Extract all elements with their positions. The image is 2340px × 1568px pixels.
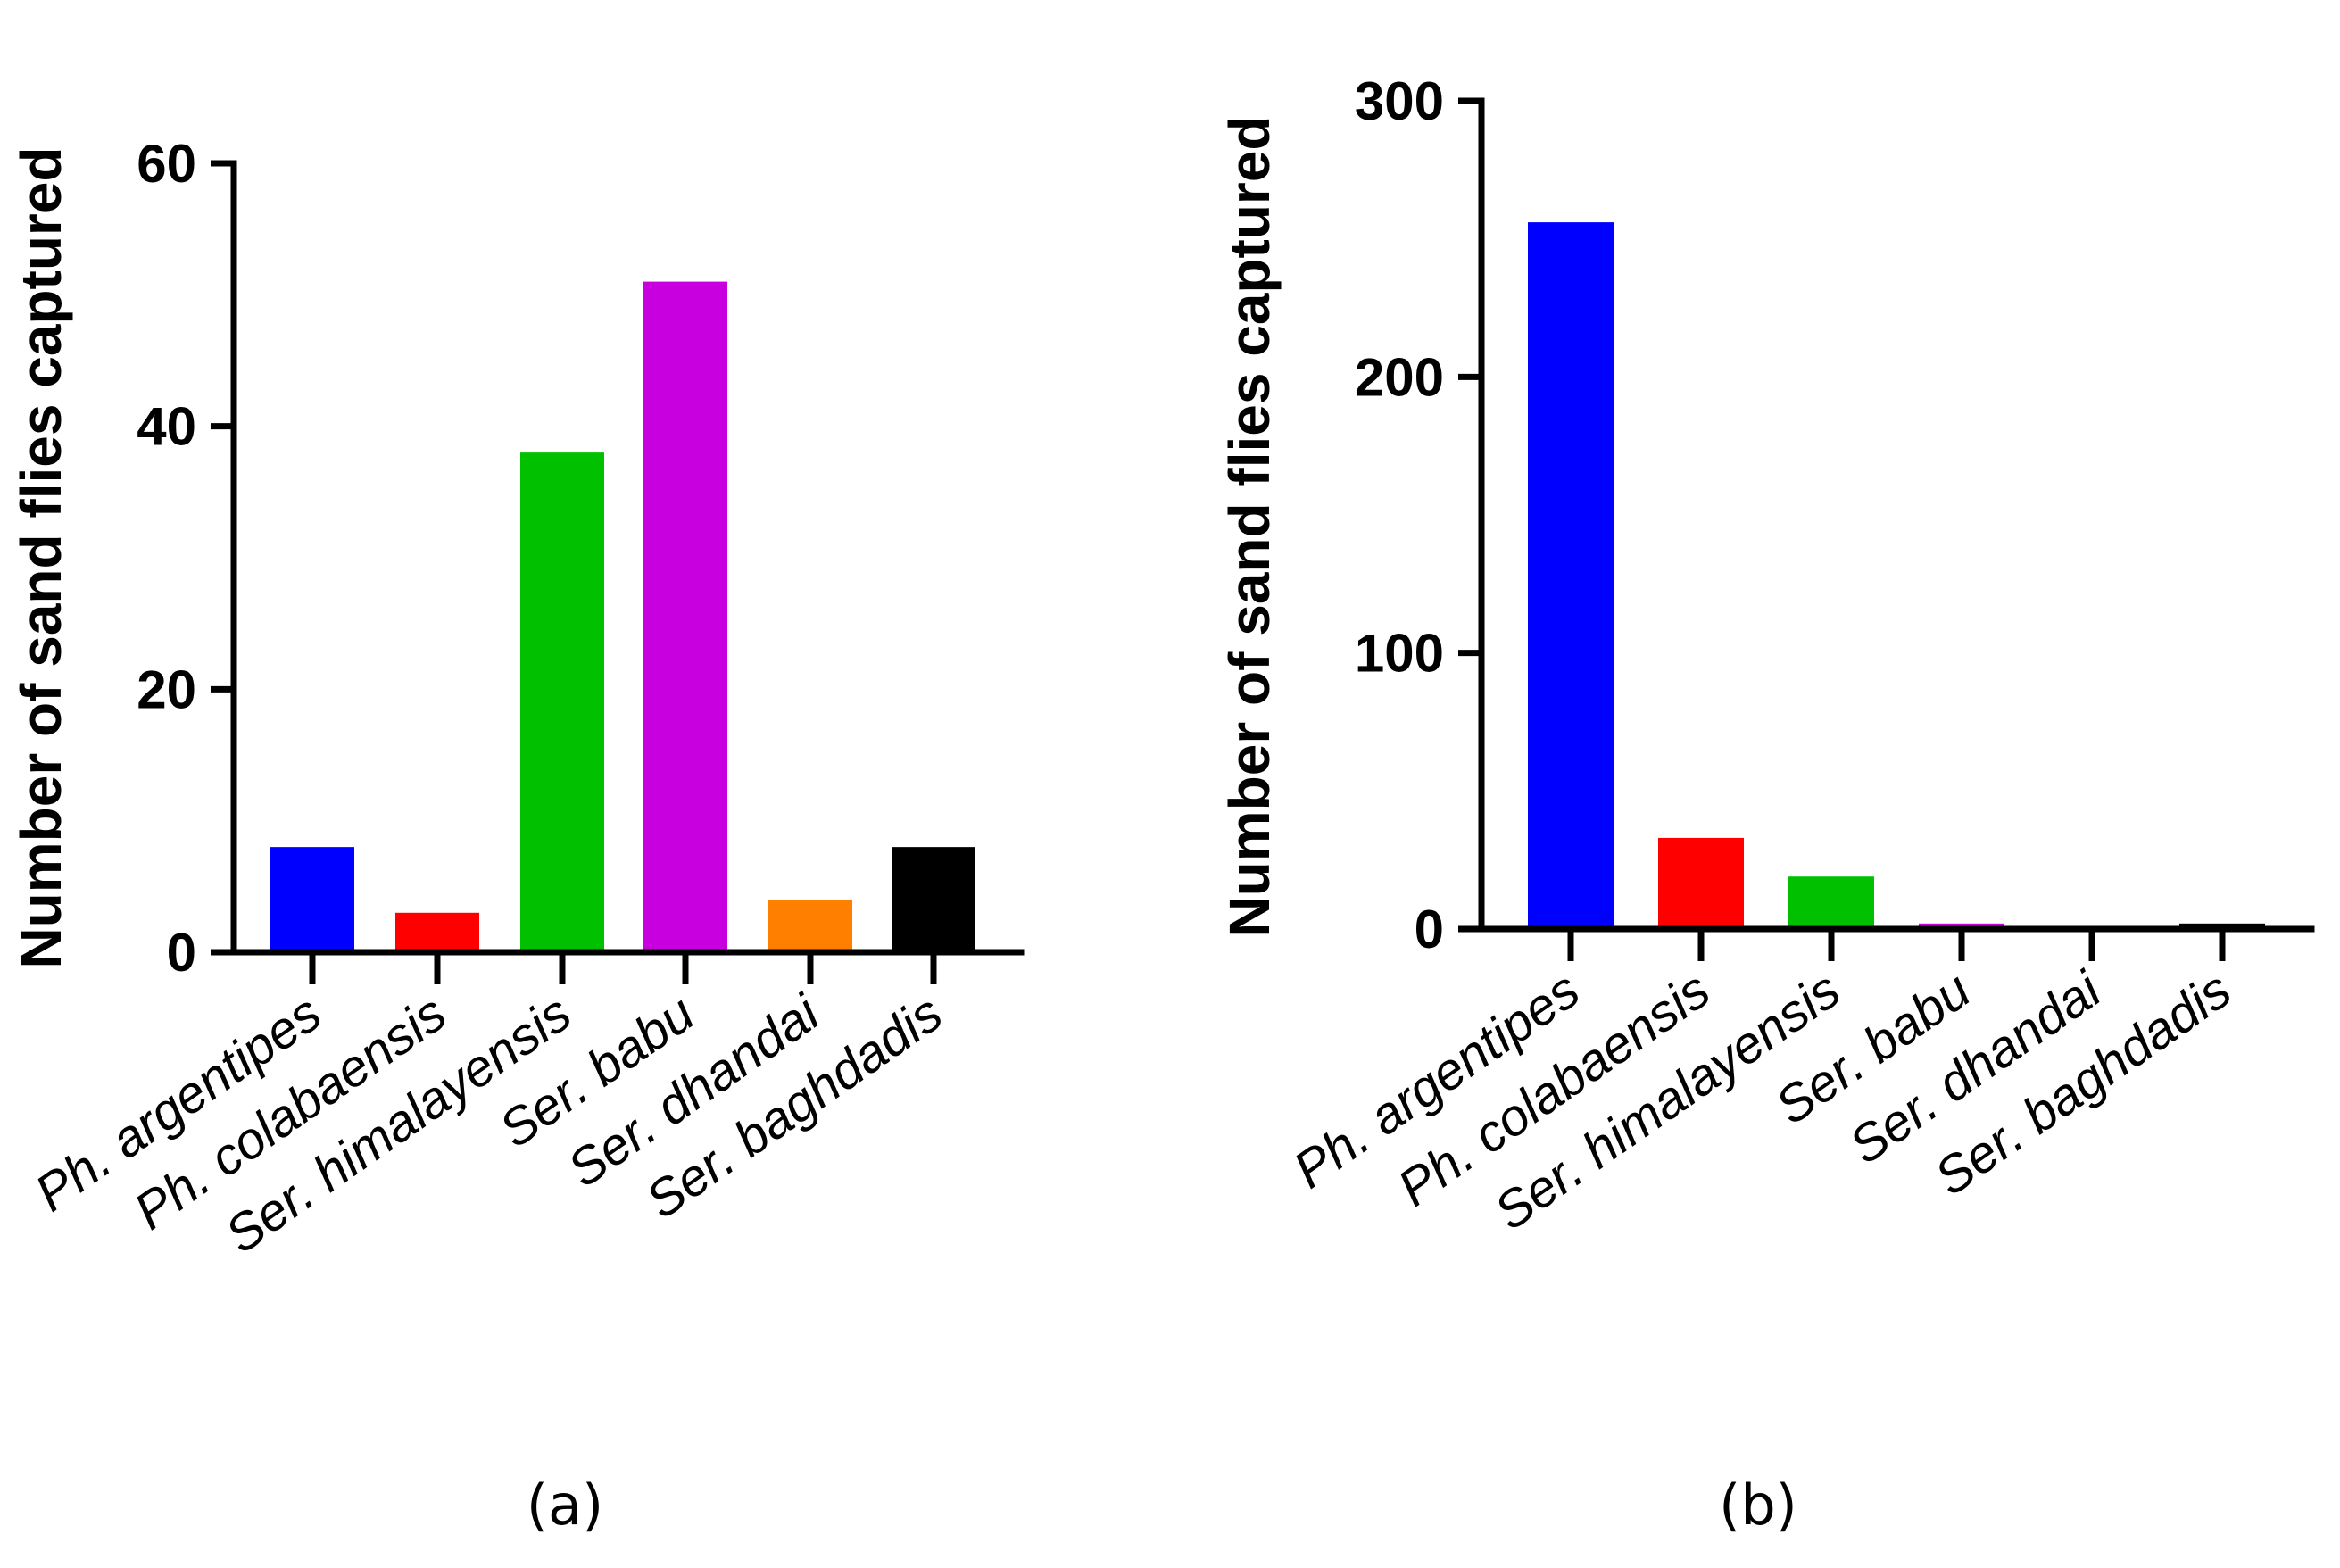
panel-label-a: (a) (527, 1473, 603, 1538)
panel-label-b: (b) (1719, 1473, 1797, 1538)
y-tick-label-a-2: 20 (137, 660, 196, 719)
y-tick-label-a-4: 60 (137, 134, 196, 194)
bar-a-1 (270, 847, 354, 952)
bar-a-3 (520, 452, 604, 953)
bar-b-3 (1788, 876, 1874, 929)
y-tick-label-b-1: 0 (1415, 900, 1444, 959)
bar-b-2 (1658, 837, 1744, 929)
y-tick-label-a-1: 0 (167, 923, 196, 983)
bar-a-5 (768, 900, 852, 952)
y-tick-label-a-3: 40 (137, 397, 196, 457)
bar-a-2 (395, 912, 479, 952)
y-tick-label-b-3: 200 (1355, 347, 1444, 407)
y-axis-title-b: Number of sand flies captured (1217, 115, 1282, 937)
y-tick-label-b-4: 300 (1355, 71, 1444, 131)
bar-a-4 (643, 281, 727, 953)
y-axis-title-a: Number of sand flies captured (9, 146, 73, 968)
y-tick-label-b-2: 100 (1355, 624, 1444, 684)
bar-a-6 (892, 847, 975, 952)
bar-b-1 (1528, 222, 1614, 929)
